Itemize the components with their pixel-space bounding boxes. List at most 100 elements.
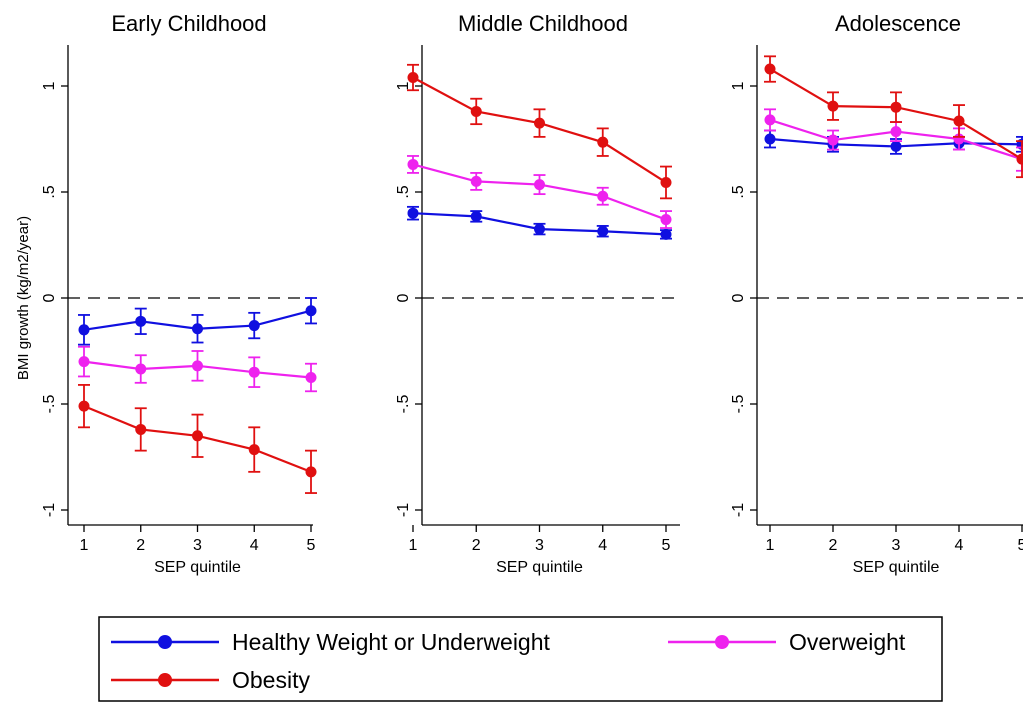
x-tick-label: 2 (829, 537, 838, 554)
legend-swatch-marker (715, 635, 729, 649)
series-healthy (407, 205, 672, 240)
panel-title-early-childhood: Early Childhood (111, 11, 266, 36)
data-point (305, 305, 317, 317)
data-point (192, 430, 203, 442)
data-point (407, 158, 419, 170)
x-tick-label: 2 (472, 537, 481, 554)
legend-item-healthy: Healthy Weight or Underweight (111, 629, 551, 655)
x-tick-label: 3 (535, 537, 544, 554)
x-axis-title: SEP quintile (496, 559, 583, 576)
data-point (660, 228, 672, 240)
data-point (135, 315, 147, 327)
data-point (890, 101, 902, 113)
data-point (953, 115, 965, 127)
series-obesity (78, 384, 317, 494)
data-point (407, 207, 419, 219)
data-point (248, 444, 260, 456)
data-point (305, 372, 317, 383)
y-tick-label: 1 (395, 81, 412, 90)
data-point (597, 136, 609, 148)
data-point (764, 63, 776, 75)
y-axis-label: BMI growth (kg/m2/year) (15, 216, 32, 380)
series-healthy (78, 297, 317, 346)
x-tick-label: 1 (80, 537, 89, 554)
x-axis-title: SEP quintile (154, 559, 241, 576)
data-point (192, 323, 203, 335)
legend-swatch-marker (158, 673, 172, 687)
data-point (78, 356, 90, 368)
data-point (597, 190, 609, 202)
data-point (534, 117, 545, 129)
data-point (470, 105, 482, 117)
data-point (534, 179, 545, 191)
y-tick-label: 0 (730, 293, 747, 302)
x-tick-label: 5 (662, 537, 671, 554)
data-point (470, 175, 482, 187)
x-axis-title: SEP quintile (853, 559, 940, 576)
y-tick-label: 1 (730, 81, 747, 90)
data-point (135, 423, 147, 435)
data-point (597, 225, 609, 237)
x-tick-label: 4 (598, 537, 607, 554)
legend-label-healthy: Healthy Weight or Underweight (232, 629, 551, 655)
legend-label-obesity: Obesity (232, 667, 310, 693)
legend-item-overweight: Overweight (668, 629, 906, 655)
data-point (660, 214, 672, 226)
x-tick-label: 4 (250, 537, 259, 554)
legend-label-overweight: Overweight (789, 629, 906, 655)
legend: Healthy Weight or Underweight Overweight… (98, 616, 943, 702)
data-point (78, 400, 90, 412)
data-point (534, 223, 545, 235)
y-tick-label: -.5 (730, 395, 747, 414)
y-tick-label: 0 (395, 293, 412, 302)
panel-middle-childhood: 1 .5 0 -.5 -1 1 2 3 4 5 SEP quintile (395, 45, 680, 576)
y-tick-label: .5 (41, 185, 58, 198)
data-point (407, 72, 419, 84)
x-tick-label: 3 (892, 537, 901, 554)
legend-item-obesity: Obesity (111, 667, 310, 693)
data-point (764, 114, 776, 126)
series-overweight (764, 108, 1023, 172)
x-tick-label: 1 (409, 537, 418, 554)
y-tick-label: -.5 (41, 395, 58, 414)
panel-adolescence: 1 .5 0 -.5 -1 1 2 3 4 5 SEP quintile (730, 45, 1023, 576)
x-tick-label: 1 (766, 537, 775, 554)
y-tick-label: 1 (41, 81, 58, 90)
series-overweight (78, 345, 317, 393)
x-tick-label: 5 (1018, 537, 1023, 554)
data-point (827, 134, 839, 146)
data-point (890, 126, 902, 138)
panel-title-adolescence: Adolescence (835, 11, 961, 36)
panel-title-middle-childhood: Middle Childhood (458, 11, 628, 36)
data-point (764, 133, 776, 145)
data-point (470, 210, 482, 222)
y-tick-label: -1 (730, 503, 747, 517)
legend-box (98, 616, 943, 702)
data-point (660, 176, 672, 188)
x-tick-label: 5 (307, 537, 316, 554)
y-tick-label: .5 (730, 185, 747, 198)
series-obesity (407, 63, 672, 200)
y-tick-label: -.5 (395, 395, 412, 414)
data-point (305, 466, 317, 478)
x-tick-label: 3 (193, 537, 202, 554)
y-tick-label: -1 (395, 503, 412, 517)
data-point (248, 366, 260, 378)
x-tick-label: 2 (136, 537, 145, 554)
data-point (192, 360, 203, 372)
data-point (135, 363, 147, 375)
data-point (1016, 153, 1023, 165)
data-point (890, 140, 902, 152)
data-point (827, 100, 839, 112)
x-tick-label: 4 (955, 537, 964, 554)
series-obesity (764, 55, 1023, 179)
panel-early-childhood: 1 .5 0 -.5 -1 1 2 3 4 5 SEP quintile (41, 45, 317, 576)
y-tick-label: -1 (41, 503, 58, 517)
legend-swatch-marker (158, 635, 172, 649)
data-point (78, 324, 90, 336)
data-point (248, 320, 260, 332)
series-overweight (407, 155, 672, 229)
y-tick-label: .5 (395, 185, 412, 198)
y-tick-label: 0 (41, 293, 58, 302)
